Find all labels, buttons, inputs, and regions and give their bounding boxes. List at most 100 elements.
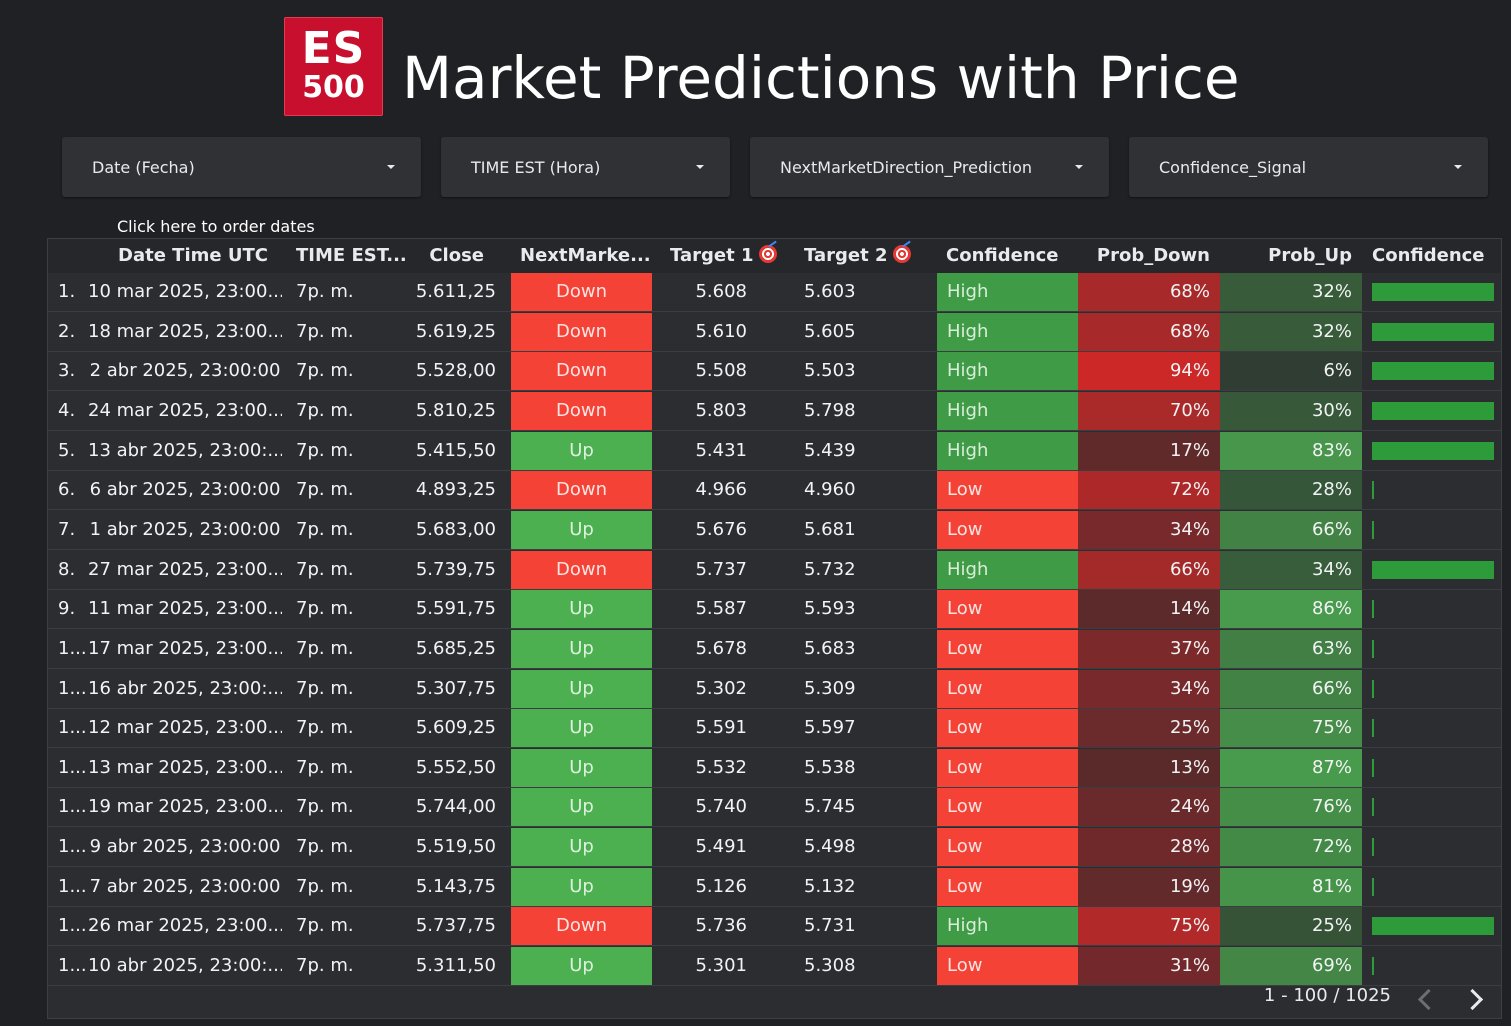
col-confidence[interactable]: Confidence xyxy=(946,245,1059,266)
cell-prob-up: 72% xyxy=(1220,828,1362,867)
table-row[interactable]: 1... 7 abr 2025, 23:00:00 7p. m. 5.143,75 Up… xyxy=(48,867,1501,907)
table-row[interactable]: 9. 11 mar 2025, 23:00... 7p. m. 5.591,75 Up 5… xyxy=(48,590,1501,630)
table-row[interactable]: 2. 18 mar 2025, 23:00... 7p. m. 5.619,25 Dow… xyxy=(48,312,1501,352)
cell-prob-up: 75% xyxy=(1220,709,1362,748)
cell-close: 5.307,75 xyxy=(415,677,496,699)
order-dates-hint[interactable]: Click here to order dates xyxy=(117,217,315,236)
table-row[interactable]: 4. 24 mar 2025, 23:00... 7p. m. 5.810,25 Dow… xyxy=(48,391,1501,431)
row-index: 1... xyxy=(58,796,87,818)
cell-target-2: 5.683 xyxy=(804,637,856,659)
cell-prob-up: 81% xyxy=(1220,867,1362,906)
col-target-2-label: Target 2 xyxy=(804,245,888,266)
table-row[interactable]: 3. 2 abr 2025, 23:00:00 7p. m. 5.528,00 Down… xyxy=(48,352,1501,392)
col-close[interactable]: Close xyxy=(429,245,484,266)
cell-prob-down: 68% xyxy=(1078,312,1220,351)
logo-line-1: ES xyxy=(301,22,366,74)
table-row[interactable]: 1... 16 abr 2025, 23:00:... 7p. m. 5.307,75… xyxy=(48,669,1501,709)
cell-confidence: High xyxy=(937,431,1078,470)
cell-time: 7p. m. xyxy=(296,955,354,977)
cell-time: 7p. m. xyxy=(296,915,354,937)
chevron-left-icon[interactable] xyxy=(1413,987,1437,1011)
cell-close: 5.311,50 xyxy=(415,955,496,977)
cell-close: 5.591,75 xyxy=(415,598,496,620)
table-row[interactable]: 5. 13 abr 2025, 23:00:... 7p. m. 5.415,50 Up… xyxy=(48,431,1501,471)
cell-prob-up: 30% xyxy=(1220,391,1362,430)
col-next-direction[interactable]: NextMarke... xyxy=(520,245,651,266)
row-index: 7. xyxy=(58,518,76,540)
confidence-bar xyxy=(1372,798,1374,817)
cell-direction: Up xyxy=(511,629,652,668)
cell-confidence-bar xyxy=(1372,590,1496,628)
cell-prob-up: 83% xyxy=(1220,431,1362,470)
row-index: 1... xyxy=(58,955,87,977)
table-row[interactable]: 1... 19 mar 2025, 23:00... 7p. m. 5.744,00 U… xyxy=(48,788,1501,828)
cell-prob-up: 25% xyxy=(1220,907,1362,946)
cell-confidence: High xyxy=(937,391,1078,430)
cell-prob-up: 66% xyxy=(1220,510,1362,549)
cell-date: 13 mar 2025, 23:00... xyxy=(88,756,282,778)
cell-close: 5.685,25 xyxy=(415,637,496,659)
table-row[interactable]: 8. 27 mar 2025, 23:00... 7p. m. 5.739,75 Dow… xyxy=(48,550,1501,590)
cell-confidence: High xyxy=(937,550,1078,589)
table-row[interactable]: 1... 26 mar 2025, 23:00... 7p. m. 5.737,75 D… xyxy=(48,907,1501,947)
confidence-bar xyxy=(1372,560,1494,579)
cell-confidence: Low xyxy=(937,947,1078,986)
cell-time: 7p. m. xyxy=(296,717,354,739)
cell-prob-down: 24% xyxy=(1078,788,1220,827)
table-row[interactable]: 1... 17 mar 2025, 23:00... 7p. m. 5.685,25 U… xyxy=(48,629,1501,669)
filter-time[interactable]: TIME EST (Hora) xyxy=(441,137,730,197)
cell-date: 6 abr 2025, 23:00:00 xyxy=(89,479,281,501)
cell-time: 7p. m. xyxy=(296,677,354,699)
cell-target-2: 4.960 xyxy=(804,479,856,501)
col-time[interactable]: TIME EST... xyxy=(296,245,407,266)
chevron-down-icon xyxy=(387,165,395,169)
table-row[interactable]: 1... 13 mar 2025, 23:00... 7p. m. 5.552,50 U… xyxy=(48,748,1501,788)
col-prob-up[interactable]: Prob_Up xyxy=(1268,245,1352,266)
row-index: 1... xyxy=(58,756,87,778)
filter-direction[interactable]: NextMarketDirection_Prediction xyxy=(750,137,1109,197)
filter-confidence[interactable]: Confidence_Signal xyxy=(1129,137,1488,197)
cell-target-1: 5.610 xyxy=(695,320,747,342)
cell-target-2: 5.798 xyxy=(804,399,856,421)
cell-prob-up: 87% xyxy=(1220,748,1362,787)
confidence-bar xyxy=(1372,283,1494,301)
cell-prob-up: 32% xyxy=(1220,312,1362,351)
table-row[interactable]: 6. 6 abr 2025, 23:00:00 7p. m. 4.893,25 Down… xyxy=(48,471,1501,511)
confidence-bar xyxy=(1372,758,1374,777)
cell-confidence-bar xyxy=(1372,392,1496,430)
cell-prob-down: 75% xyxy=(1078,907,1220,946)
cell-date: 19 mar 2025, 23:00... xyxy=(88,796,282,818)
cell-date: 13 abr 2025, 23:00:... xyxy=(88,439,282,461)
cell-target-2: 5.503 xyxy=(804,360,856,382)
col-date[interactable]: Date Time UTC xyxy=(118,245,268,266)
table-row[interactable]: 1... 12 mar 2025, 23:00... 7p. m. 5.609,25 U… xyxy=(48,709,1501,749)
cell-direction: Down xyxy=(511,907,652,946)
cell-close: 5.609,25 xyxy=(415,717,496,739)
cell-date: 26 mar 2025, 23:00... xyxy=(88,915,282,937)
cell-target-1: 5.431 xyxy=(695,439,747,461)
table-row[interactable]: 7. 1 abr 2025, 23:00:00 7p. m. 5.683,00 Up 5.… xyxy=(48,510,1501,550)
cell-confidence-bar xyxy=(1372,432,1496,470)
cell-close: 5.683,00 xyxy=(415,518,496,540)
chevron-right-icon[interactable] xyxy=(1463,987,1487,1011)
filter-date[interactable]: Date (Fecha) xyxy=(62,137,421,197)
cell-prob-down: 70% xyxy=(1078,391,1220,430)
table-row[interactable]: 1. 10 mar 2025, 23:00... 7p. m. 5.611,25 Dow… xyxy=(48,273,1501,312)
cell-direction: Up xyxy=(511,788,652,827)
table-row[interactable]: 1... 10 abr 2025, 23:00:... 7p. m. 5.311,50… xyxy=(48,947,1501,987)
col-target-1[interactable]: Target 1 xyxy=(670,239,778,273)
col-target-2[interactable]: Target 2 xyxy=(804,239,912,273)
cell-target-1: 4.966 xyxy=(695,479,747,501)
cell-date: 12 mar 2025, 23:00... xyxy=(88,717,282,739)
col-prob-down[interactable]: Prob_Down xyxy=(1096,245,1210,266)
cell-target-1: 5.301 xyxy=(695,955,747,977)
row-index: 2. xyxy=(58,320,76,342)
table-row[interactable]: 1... 9 abr 2025, 23:00:00 7p. m. 5.519,50 Up… xyxy=(48,828,1501,868)
cell-close: 5.519,50 xyxy=(415,836,496,858)
cell-confidence-bar xyxy=(1372,709,1496,747)
page-title: Market Predictions with Price xyxy=(402,44,1240,112)
cell-prob-up: 63% xyxy=(1220,629,1362,668)
col-confidence-bar[interactable]: Confidence xyxy=(1372,245,1485,266)
cell-direction: Down xyxy=(511,273,652,311)
target-icon xyxy=(759,245,778,263)
